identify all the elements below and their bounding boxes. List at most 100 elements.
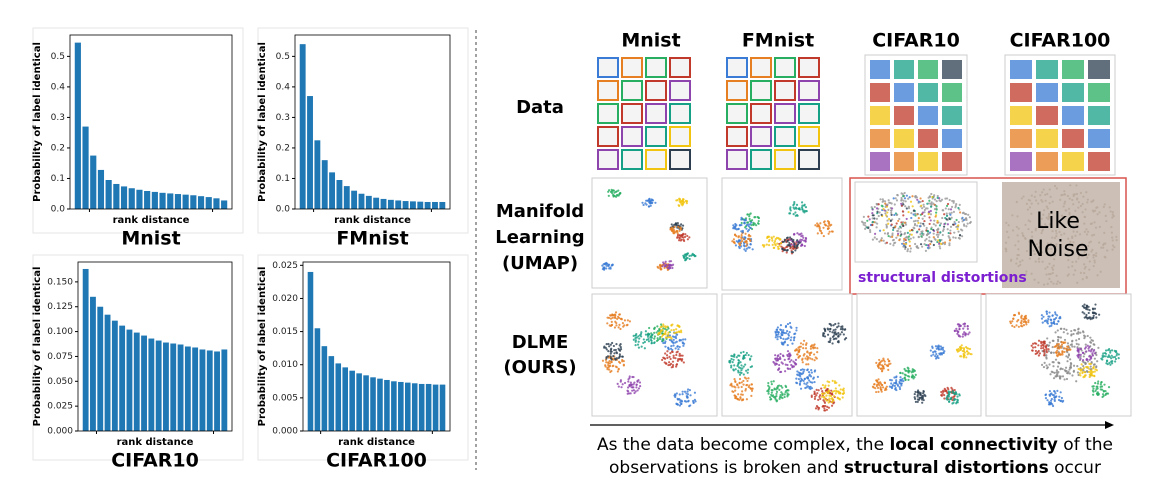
embedding-point xyxy=(816,347,819,350)
embedding-point xyxy=(1045,310,1048,313)
embedding-point xyxy=(608,359,611,363)
embedding-point xyxy=(1090,357,1093,360)
embedding-point xyxy=(812,346,815,349)
y-tick-label: 0.025 xyxy=(47,402,73,412)
embedding-point xyxy=(841,396,844,399)
embedding-point xyxy=(638,381,642,384)
embedding-point xyxy=(1092,314,1095,317)
embedding-point xyxy=(953,329,957,333)
embedding-point xyxy=(635,386,638,389)
embedding-point xyxy=(826,227,830,230)
embedding-point xyxy=(664,340,667,343)
embedding-point xyxy=(791,240,794,243)
y-tick-label: 0.125 xyxy=(47,302,73,312)
embedding-point xyxy=(871,385,875,388)
embedding-point xyxy=(1069,240,1072,243)
embedding-point xyxy=(795,377,798,380)
embedding-point xyxy=(910,216,913,220)
embedding-point xyxy=(903,197,907,200)
bar xyxy=(314,140,321,209)
row-label: (OURS) xyxy=(503,357,576,378)
embedding-point xyxy=(1113,355,1117,359)
embedding-point xyxy=(1055,187,1058,190)
embedding-point xyxy=(783,393,786,396)
embedding-point xyxy=(930,354,933,357)
embedding-point xyxy=(876,222,879,225)
embedding-point xyxy=(1054,254,1057,257)
embedding-point xyxy=(1113,349,1116,352)
embedding-point xyxy=(634,336,637,340)
embedding-point xyxy=(1114,357,1118,361)
embedding-point xyxy=(1048,401,1051,404)
embedding-point xyxy=(744,232,747,235)
embedding-point xyxy=(786,395,789,398)
embedding-point xyxy=(1109,210,1112,213)
embedding-point xyxy=(1100,380,1103,384)
row-label: Data xyxy=(516,97,564,118)
embedding-point xyxy=(786,236,789,239)
row-label: Manifold xyxy=(496,201,584,222)
embedding-point xyxy=(916,398,919,401)
embedding-point xyxy=(1096,274,1099,277)
bar xyxy=(335,363,342,431)
embedding-point xyxy=(615,190,618,193)
sample-image xyxy=(1088,129,1110,148)
embedding-point xyxy=(894,241,897,244)
embedding-point xyxy=(607,194,610,197)
embedding-point xyxy=(662,356,665,359)
embedding-point xyxy=(608,368,611,371)
embedding-point xyxy=(895,199,899,202)
embedding-point xyxy=(674,336,678,340)
embedding-point xyxy=(944,197,947,200)
embedding-point xyxy=(1034,260,1037,263)
embedding-point xyxy=(780,384,783,388)
embedding-point xyxy=(659,336,662,339)
embedding-point xyxy=(906,248,910,251)
embedding-point xyxy=(770,380,773,383)
embedding-point xyxy=(676,199,679,202)
embedding-point xyxy=(913,392,916,396)
embedding-point xyxy=(619,346,622,349)
y-axis-label: Probability of label identical xyxy=(32,267,43,427)
embedding-point xyxy=(822,405,825,408)
embedding-point xyxy=(1104,349,1108,352)
embedding-point xyxy=(909,200,913,203)
embedding-point xyxy=(734,368,737,371)
embedding-point xyxy=(1084,343,1087,346)
embedding-point xyxy=(747,237,750,241)
embedding-point xyxy=(951,390,955,393)
embedding-point xyxy=(887,234,890,238)
embedding-point xyxy=(1095,387,1098,391)
embedding-point xyxy=(837,334,840,337)
embedding-point xyxy=(912,220,916,223)
embedding-point xyxy=(925,234,929,237)
embedding-point xyxy=(1075,184,1078,187)
embedding-point xyxy=(794,249,797,252)
embedding-point xyxy=(640,331,643,334)
embedding-point xyxy=(819,222,822,225)
embedding-point xyxy=(1092,393,1095,396)
embedding-point xyxy=(885,388,888,391)
embedding-point xyxy=(678,200,681,203)
sample-image xyxy=(1062,129,1084,148)
embedding-point xyxy=(1108,348,1111,351)
embedding-point xyxy=(619,343,622,346)
embedding-point xyxy=(1084,374,1087,377)
embedding-point xyxy=(921,199,924,203)
embedding-point xyxy=(788,331,791,334)
embedding-point xyxy=(1042,365,1046,369)
embedding-point xyxy=(1050,324,1053,327)
bar xyxy=(439,384,446,431)
embedding-point xyxy=(1063,202,1066,205)
embedding-point xyxy=(782,337,785,340)
embedding-point xyxy=(609,314,612,317)
embedding-point xyxy=(1051,404,1055,408)
embedding-point xyxy=(953,398,956,401)
embedding-point xyxy=(794,358,798,361)
embedding-point xyxy=(958,237,961,240)
sample-image xyxy=(870,152,890,171)
embedding-point xyxy=(942,228,945,231)
embedding-point xyxy=(1017,325,1020,328)
embedding-point xyxy=(1087,253,1090,256)
embedding-point xyxy=(632,383,635,386)
